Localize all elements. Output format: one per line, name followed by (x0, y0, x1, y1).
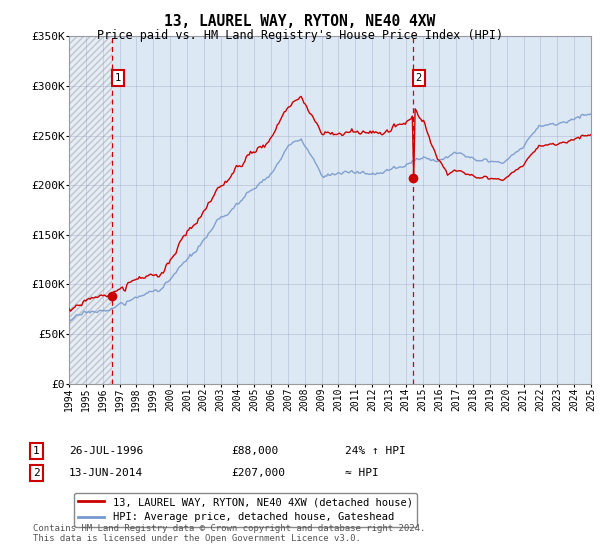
Text: £88,000: £88,000 (231, 446, 278, 456)
Text: 1: 1 (33, 446, 40, 456)
Text: 13, LAUREL WAY, RYTON, NE40 4XW: 13, LAUREL WAY, RYTON, NE40 4XW (164, 14, 436, 29)
Text: ≈ HPI: ≈ HPI (345, 468, 379, 478)
Text: £207,000: £207,000 (231, 468, 285, 478)
Text: 13-JUN-2014: 13-JUN-2014 (69, 468, 143, 478)
Text: 1: 1 (115, 73, 121, 83)
Text: 26-JUL-1996: 26-JUL-1996 (69, 446, 143, 456)
Legend: 13, LAUREL WAY, RYTON, NE40 4XW (detached house), HPI: Average price, detached h: 13, LAUREL WAY, RYTON, NE40 4XW (detache… (74, 493, 417, 526)
Text: Contains HM Land Registry data © Crown copyright and database right 2024.
This d: Contains HM Land Registry data © Crown c… (33, 524, 425, 543)
Text: 2: 2 (33, 468, 40, 478)
Bar (69, 36, 112, 384)
Text: 24% ↑ HPI: 24% ↑ HPI (345, 446, 406, 456)
Text: 2: 2 (416, 73, 422, 83)
Text: Price paid vs. HM Land Registry's House Price Index (HPI): Price paid vs. HM Land Registry's House … (97, 29, 503, 42)
